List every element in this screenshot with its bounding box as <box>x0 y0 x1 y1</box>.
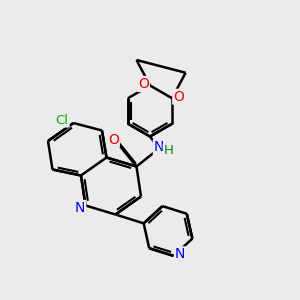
Text: O: O <box>138 77 149 91</box>
Text: O: O <box>108 133 119 146</box>
Text: H: H <box>164 144 173 158</box>
Text: N: N <box>75 201 85 215</box>
Text: N: N <box>175 248 185 261</box>
Text: N: N <box>154 140 164 154</box>
Text: O: O <box>173 90 184 104</box>
Text: Cl: Cl <box>56 113 69 127</box>
